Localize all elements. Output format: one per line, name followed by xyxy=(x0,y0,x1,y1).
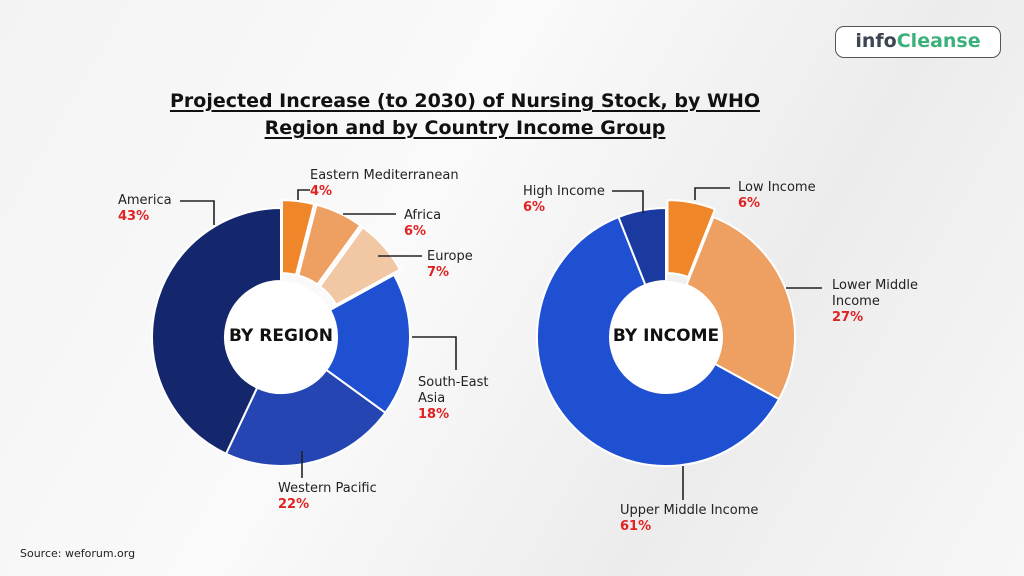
chart-title: Projected Increase (to 2030) of Nursing … xyxy=(160,88,770,142)
center-label-region: BY REGION xyxy=(229,326,333,346)
title-line-2: Region and by Country Income Group xyxy=(264,117,666,139)
label-western-pacific: Western Pacific 22% xyxy=(278,481,377,512)
slice-low-income xyxy=(666,199,717,279)
income-donut xyxy=(536,199,796,467)
label-upper-middle: Upper Middle Income 61% xyxy=(620,503,759,534)
region-donut xyxy=(151,199,411,467)
donut-hole xyxy=(225,281,337,393)
label-lower-middle: Lower Middle Income 27% xyxy=(832,278,919,325)
leader-high-income xyxy=(612,190,644,213)
infocleanse-logo: infoCleanse xyxy=(835,26,1001,58)
label-low-income: Low Income 6% xyxy=(738,180,816,211)
slice-europe xyxy=(318,225,402,307)
label-se-asia: South-East Asia 18% xyxy=(418,375,489,422)
source-note: Source: weforum.org xyxy=(20,547,136,560)
label-africa: Africa 6% xyxy=(404,208,442,239)
leader-america xyxy=(180,200,215,225)
slice-eastern-mediterranean xyxy=(281,199,316,277)
leader-se-asia xyxy=(412,336,457,370)
label-high-income: High Income 6% xyxy=(523,184,605,215)
leader-low-income xyxy=(694,187,730,200)
leader-lines xyxy=(180,187,822,500)
label-eastern-med: Eastern Mediterranean 4% xyxy=(310,168,459,199)
leader-eastern-med xyxy=(297,189,310,200)
label-america: America 43% xyxy=(118,193,172,224)
label-europe: Europe 7% xyxy=(427,249,473,280)
slice-africa xyxy=(297,203,362,286)
donut-hole xyxy=(610,281,722,393)
center-label-income: BY INCOME xyxy=(612,326,720,346)
title-line-1: Projected Increase (to 2030) of Nursing … xyxy=(169,90,760,112)
